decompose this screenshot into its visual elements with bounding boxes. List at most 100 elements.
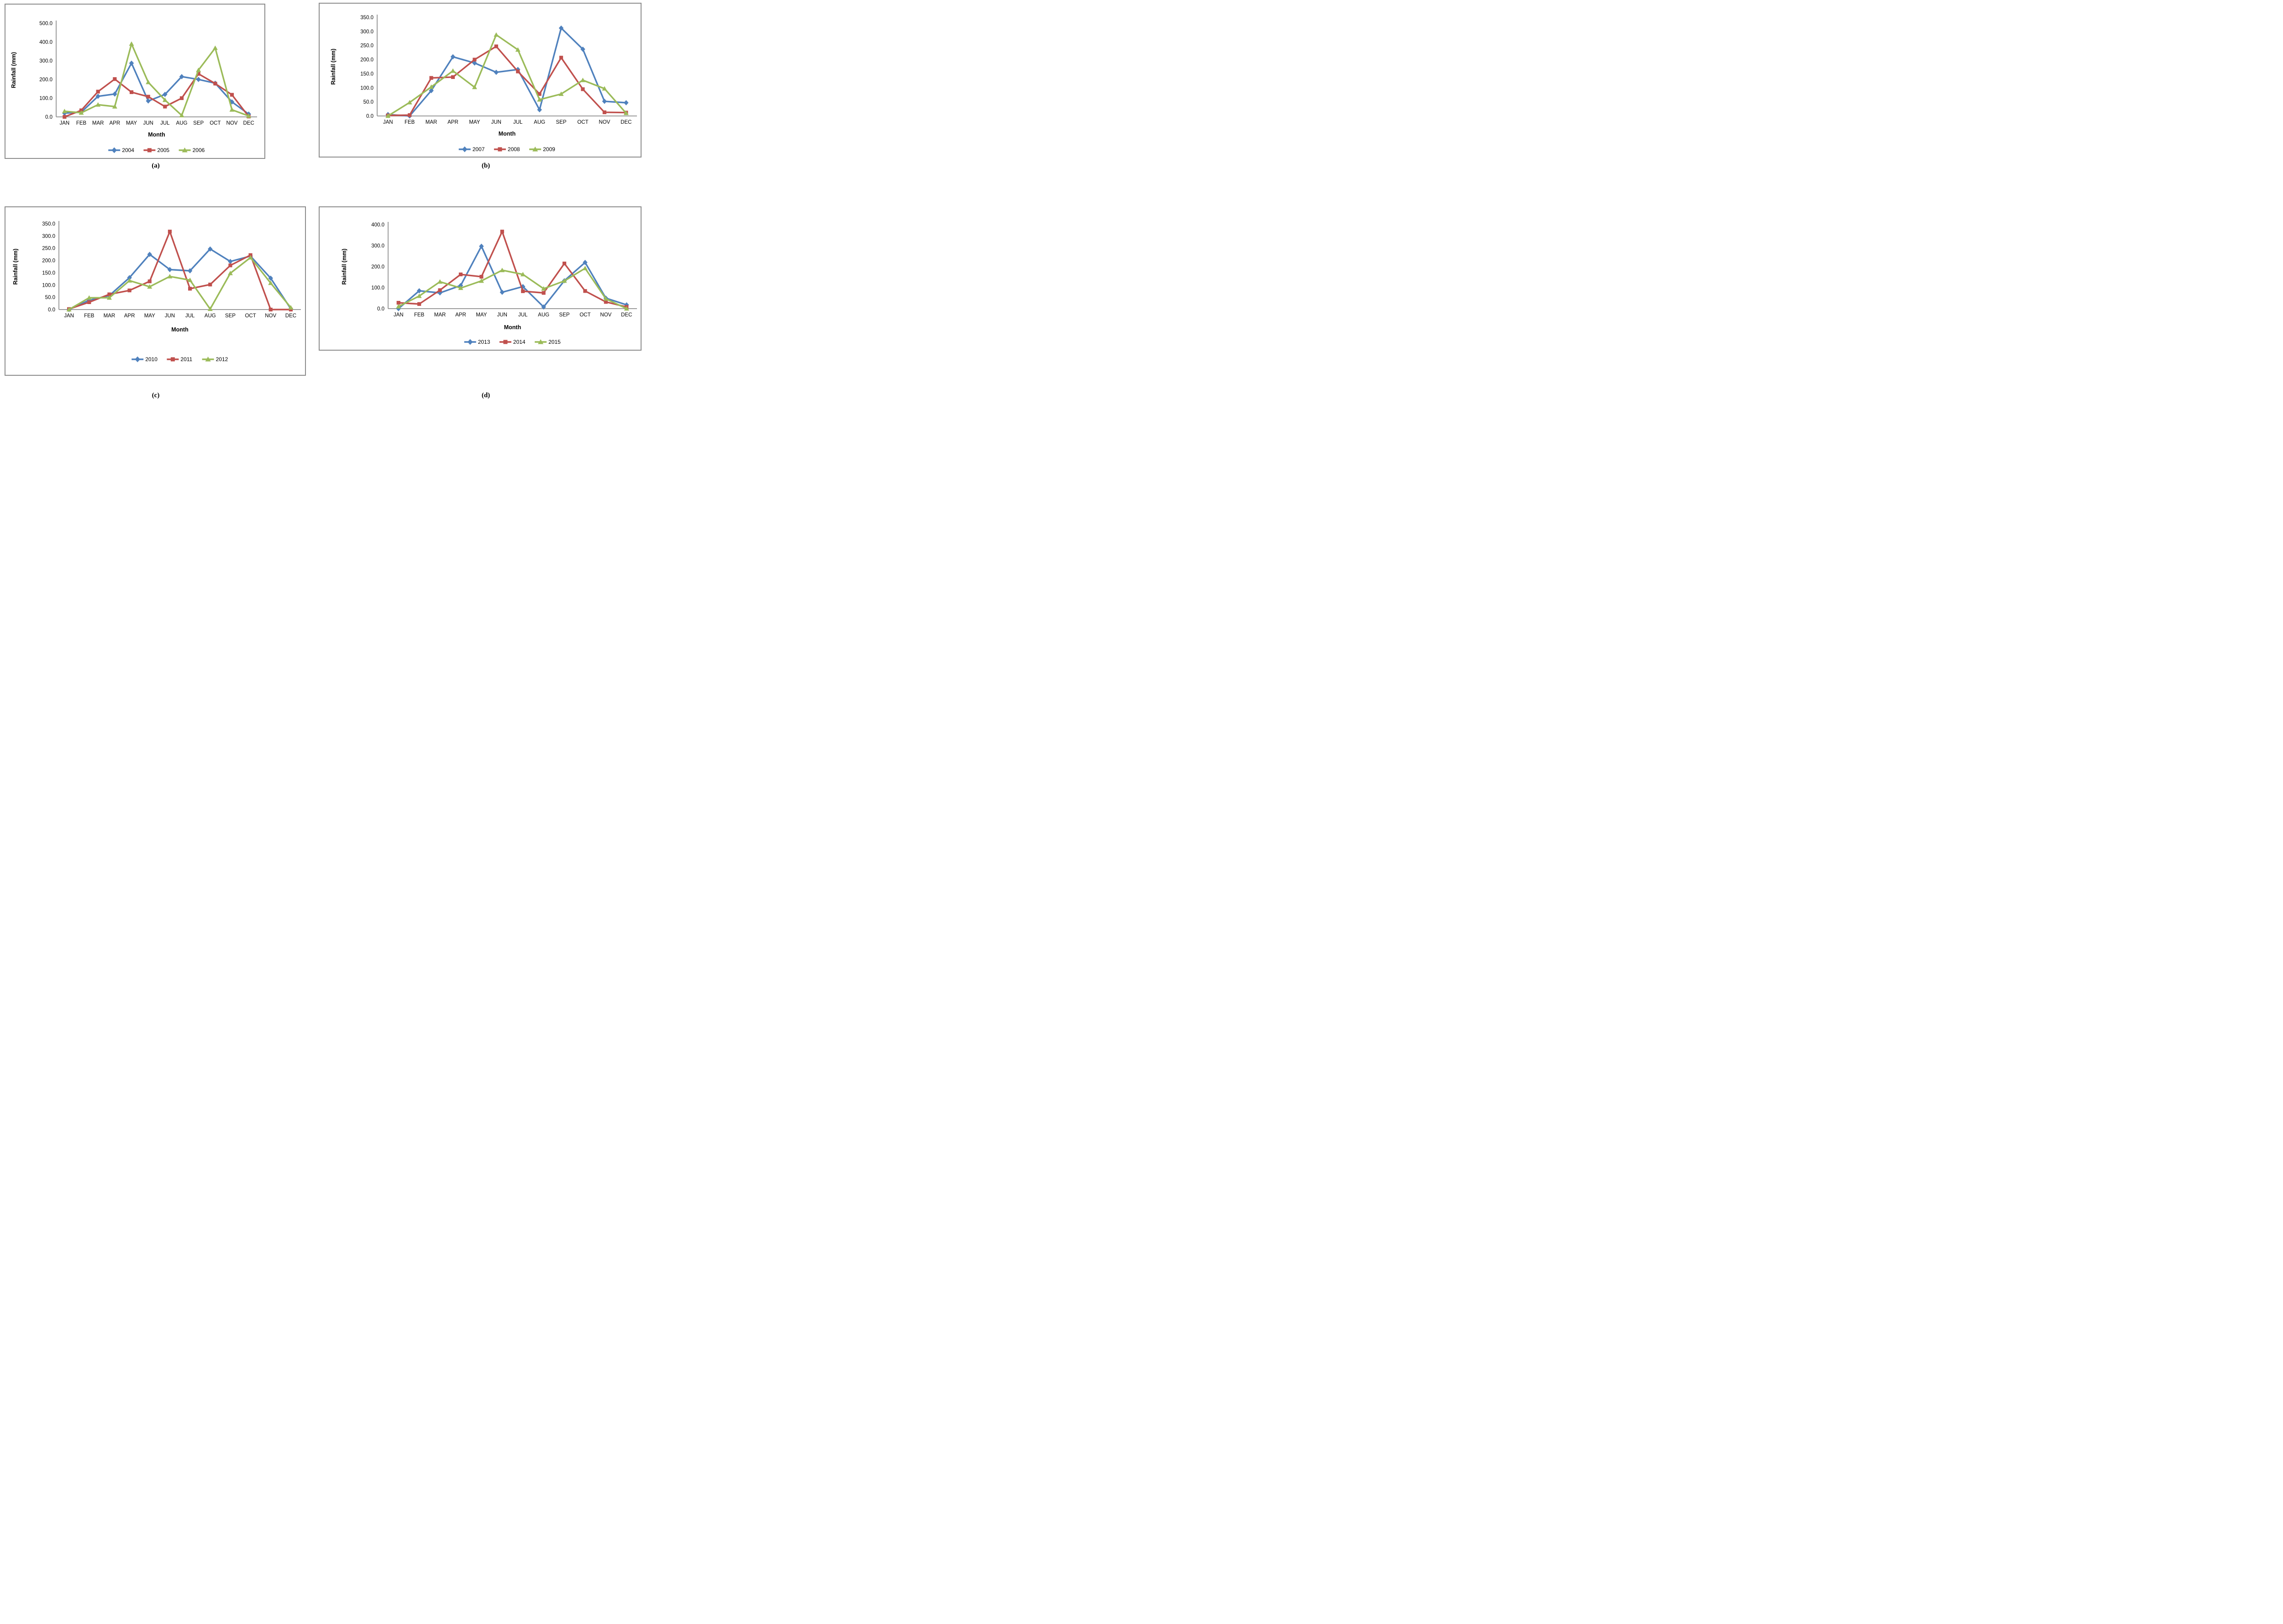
x-tick-label: DEC	[621, 120, 631, 125]
series-2009-line	[387, 34, 627, 117]
y-tick-label: 300.0	[39, 58, 53, 64]
x-tick-label: JUN	[497, 312, 507, 318]
series-2015-marker	[396, 304, 401, 309]
series-2009-marker	[558, 91, 564, 96]
series-2006-marker	[129, 41, 134, 46]
x-axis-title: Month	[148, 131, 165, 138]
legend-label-2009: 2009	[543, 146, 555, 152]
series-2014-marker	[458, 272, 463, 277]
series-2010-marker	[167, 267, 173, 273]
series-2005-marker	[63, 115, 67, 119]
x-axis-title: Month	[504, 324, 521, 331]
series-2005-marker	[146, 95, 150, 99]
y-axis-title: Rainfall (mm)	[330, 48, 337, 84]
series-2010-marker	[228, 258, 233, 264]
series-2015-marker	[624, 306, 629, 311]
x-tick-label: MAY	[126, 121, 137, 126]
x-tick-label: MAR	[426, 120, 437, 125]
series-2008-marker	[537, 92, 542, 96]
x-tick-label: MAR	[92, 121, 104, 126]
legend-item-2010: 2010	[132, 356, 158, 363]
x-tick-label: MAY	[469, 120, 480, 125]
y-tick-label: 250.0	[42, 246, 55, 252]
y-axis-title: Rainfall (mm)	[11, 52, 17, 88]
y-tick-label: 100.0	[371, 285, 384, 291]
y-tick-label: 50.0	[363, 100, 373, 105]
x-tick-label: MAY	[476, 312, 487, 318]
legend-label-2010: 2010	[145, 356, 158, 363]
x-tick-label: APR	[447, 120, 458, 125]
series-2007-marker	[537, 107, 542, 113]
series-2013-marker	[479, 243, 484, 249]
series-2009-marker	[472, 84, 477, 89]
legend-square-icon	[170, 357, 175, 362]
series-2012-marker	[268, 280, 274, 285]
legend-label-2013: 2013	[478, 339, 490, 345]
series-2014-marker	[521, 289, 525, 293]
y-tick-label: 150.0	[42, 270, 55, 276]
panel-a-chart: 0.0 100.0 200.0 300.0 400.0 500.0 JAN FEB MAR APR…	[5, 4, 265, 159]
x-tick-label: DEC	[621, 312, 632, 318]
rainfall-figure: 0.0 100.0 200.0 300.0 400.0 500.0 JAN FEB MAR APR…	[0, 0, 642, 406]
y-tick-label: 0.0	[377, 306, 384, 312]
series-2007-marker	[602, 99, 607, 104]
series-2009-marker	[580, 78, 585, 82]
series-2005-marker	[213, 81, 217, 86]
series-2012-marker	[288, 305, 294, 310]
legend-item-2011: 2011	[167, 356, 193, 363]
x-tick-label: AUG	[176, 121, 188, 126]
series-2012-marker	[127, 278, 132, 283]
x-tick-label: AUG	[205, 313, 216, 319]
y-tick-label: 300.0	[42, 234, 55, 239]
series-2014-marker	[417, 302, 421, 306]
series-2013-line	[398, 245, 627, 310]
series-2012-marker	[86, 295, 92, 300]
series-2015-marker	[437, 279, 443, 284]
panel-caption-c: (c)	[152, 392, 160, 399]
legend-label-2014: 2014	[513, 339, 526, 345]
series-2007-marker	[494, 69, 499, 75]
legend-item-2007: 2007	[458, 146, 485, 152]
x-tick-label: JUL	[185, 313, 195, 319]
y-tick-label: 200.0	[371, 264, 384, 270]
panel-c-chart: 0.0 50.0 100.0 150.0 200.0 250.0 300.0 350.0 JAN…	[5, 206, 306, 376]
series-2012-line	[68, 257, 292, 310]
x-tick-label: MAR	[434, 312, 446, 318]
series-2009-marker	[602, 86, 607, 91]
series-2011-marker	[87, 300, 91, 304]
series-2008-line	[387, 45, 627, 116]
x-tick-label: APR	[124, 313, 135, 319]
series-2008-marker	[559, 56, 563, 60]
x-tick-label: NOV	[600, 312, 611, 318]
legend-diamond-icon	[462, 146, 468, 152]
series-2012-marker	[227, 271, 233, 275]
y-tick-label: 350.0	[360, 15, 373, 21]
x-tick-label: APR	[110, 121, 121, 126]
series-2013-marker	[458, 283, 463, 289]
y-axis-title: Rainfall (mm)	[341, 248, 347, 284]
series-2014-marker	[562, 262, 567, 266]
series-2005-marker	[196, 72, 200, 76]
y-tick-label: 0.0	[366, 114, 373, 119]
series-2015-marker	[500, 268, 505, 273]
y-tick-label: 250.0	[360, 43, 373, 49]
series-2008-marker	[451, 75, 455, 79]
x-tick-label: NOV	[226, 121, 238, 126]
x-tick-label: JAN	[64, 313, 74, 319]
series-2006-marker	[229, 107, 235, 112]
x-tick-label: DEC	[285, 313, 296, 319]
series-2009-marker	[515, 47, 521, 52]
series-2011-marker	[268, 307, 273, 312]
y-tick-label: 0.0	[48, 307, 55, 313]
y-tick-label: 50.0	[45, 295, 55, 300]
series-2008-marker	[473, 58, 477, 62]
series-2008-marker	[494, 44, 498, 48]
series-2007-marker	[580, 46, 585, 52]
series-2008-marker	[602, 110, 606, 115]
x-tick-label: FEB	[84, 313, 95, 319]
legend-square-icon	[498, 147, 502, 152]
x-tick-label: SEP	[559, 312, 570, 318]
series-2007-marker	[624, 100, 629, 105]
legend-triangle-icon	[532, 146, 538, 152]
series-2006-marker	[112, 104, 117, 109]
